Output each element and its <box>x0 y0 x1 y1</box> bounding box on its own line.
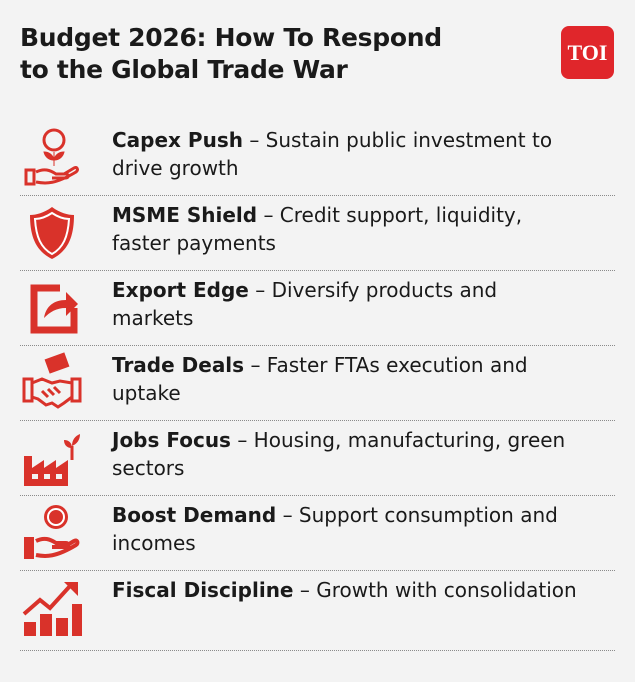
icon <box>30 207 74 259</box>
item: Export Edge – Diversify products and mar… <box>20 271 615 346</box>
icon <box>22 352 82 409</box>
item-description: – Growth with consolidation <box>299 578 577 602</box>
item-heading: Jobs Focus <box>112 428 231 452</box>
item-description: – Credit support, liquidity, faster paym… <box>112 203 523 255</box>
icon <box>22 582 82 636</box>
item-text: MSME Shield – Credit support, liquidity,… <box>112 201 582 257</box>
title-line: to the Global Trade War <box>20 55 348 84</box>
item-description: – Support consumption and incomes <box>112 503 558 555</box>
item-text: Fiscal Discipline – Growth with consolid… <box>112 576 582 604</box>
item-text: Trade Deals – Faster FTAs execution and … <box>112 351 582 407</box>
item-description: – Diversify products and markets <box>112 278 498 330</box>
item-heading: Fiscal Discipline <box>112 578 294 602</box>
icon <box>24 434 80 486</box>
item: Capex Push – Sustain public investment t… <box>20 121 615 196</box>
item: Fiscal Discipline – Growth with consolid… <box>20 571 615 651</box>
logo: TOI <box>561 26 614 79</box>
icon <box>30 284 78 334</box>
item-text: Capex Push – Sustain public investment t… <box>112 126 582 182</box>
item: Boost Demand – Support consumption and i… <box>20 496 615 571</box>
icon <box>24 505 80 559</box>
item-heading: Trade Deals <box>112 353 245 377</box>
icon <box>24 128 79 186</box>
item-heading: Export Edge <box>112 278 249 302</box>
title-line: Budget 2026: How To Respond <box>20 23 442 52</box>
item-description: – Faster FTAs execution and uptake <box>112 353 528 405</box>
item-text: Export Edge – Diversify products and mar… <box>112 276 582 332</box>
item-heading: MSME Shield <box>112 203 258 227</box>
item-description: – Housing, manufacturing, green sectors <box>112 428 566 480</box>
item-text: Boost Demand – Support consumption and i… <box>112 501 582 557</box>
item-text: Jobs Focus – Housing, manufacturing, gre… <box>112 426 582 482</box>
item: MSME Shield – Credit support, liquidity,… <box>20 196 615 271</box>
item-heading: Boost Demand <box>112 503 277 527</box>
item: Trade Deals – Faster FTAs execution and … <box>20 346 615 421</box>
item: Jobs Focus – Housing, manufacturing, gre… <box>20 421 615 496</box>
item-description: – Sustain public investment to drive gro… <box>112 128 553 180</box>
item-heading: Capex Push <box>112 128 243 152</box>
title: Budget 2026: How To Respond to the Globa… <box>20 22 442 86</box>
